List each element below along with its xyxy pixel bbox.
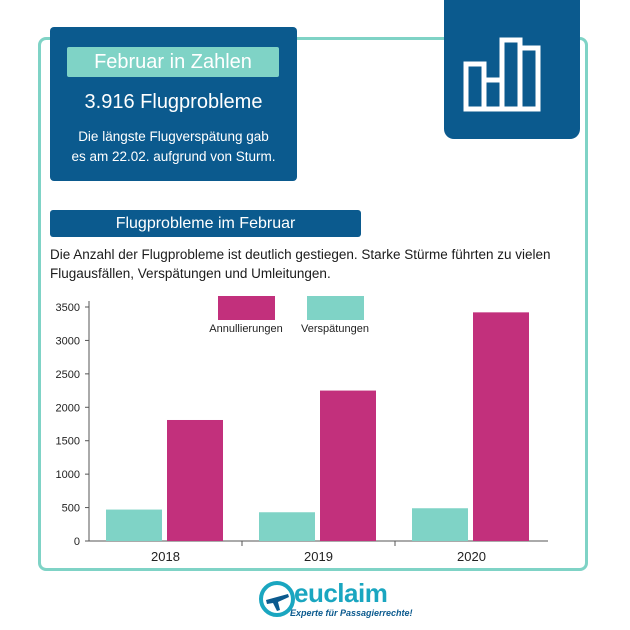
stats-note: Die längste Flugverspätung gab es am 22.… <box>62 127 285 167</box>
logo-tagline: Experte für Passagierrechte! <box>290 608 413 618</box>
y-tick-label: 1500 <box>56 436 80 448</box>
bar-chart-icon <box>463 37 541 112</box>
x-tick-label: 2019 <box>304 549 333 564</box>
logo-wordmark: euclaim <box>294 578 388 608</box>
euclaim-logo: euclaim Experte für Passagierrechte! <box>258 578 413 624</box>
x-tick-label: 2020 <box>457 549 486 564</box>
content-frame <box>38 37 588 571</box>
stats-total: 3.916 Flugprobleme <box>84 91 263 113</box>
y-tick-label: 3000 <box>56 335 80 347</box>
stats-title: Februar in Zahlen <box>67 47 279 77</box>
y-tick-label: 500 <box>62 503 80 515</box>
intro-line-2: Flugausfällen, Verspätungen und Umleitun… <box>50 266 331 281</box>
legend-label-verspätungen: Verspätungen <box>301 323 369 335</box>
y-tick-label: 2000 <box>56 402 80 414</box>
x-tick-label: 2018 <box>151 549 180 564</box>
stats-note-line-2: es am 22.02. aufgrund von Sturm. <box>71 149 276 164</box>
stats-note-line-1: Die längste Flugverspätung gab <box>78 129 269 144</box>
section-title: Flugprobleme im Februar <box>50 210 361 237</box>
bar-annullierungen-2018 <box>167 419 223 541</box>
y-tick-label: 1000 <box>56 469 80 481</box>
legend-swatch-verspätungen <box>307 296 364 320</box>
y-tick-label: 2500 <box>56 369 80 381</box>
y-tick-label: 0 <box>74 536 80 548</box>
bar-annullierungen-2020 <box>473 312 529 541</box>
bar-verspätungen-2019 <box>259 512 315 541</box>
bar-verspätungen-2018 <box>106 509 162 541</box>
legend-swatch-annullierungen <box>218 296 275 320</box>
legend-label-annullierungen: Annullierungen <box>209 323 282 335</box>
stats-box: Februar in Zahlen 3.916 Flugprobleme Die… <box>50 27 297 181</box>
airplane-icon <box>259 581 295 617</box>
intro-line-1: Die Anzahl der Flugprobleme ist deutlich… <box>50 247 551 262</box>
bar-verspätungen-2020 <box>412 508 468 541</box>
section-intro: Die Anzahl der Flugprobleme ist deutlich… <box>50 245 590 283</box>
bar-annullierungen-2019 <box>320 390 376 541</box>
chart-icon-box <box>444 0 580 139</box>
y-tick-label: 3500 <box>56 302 80 314</box>
